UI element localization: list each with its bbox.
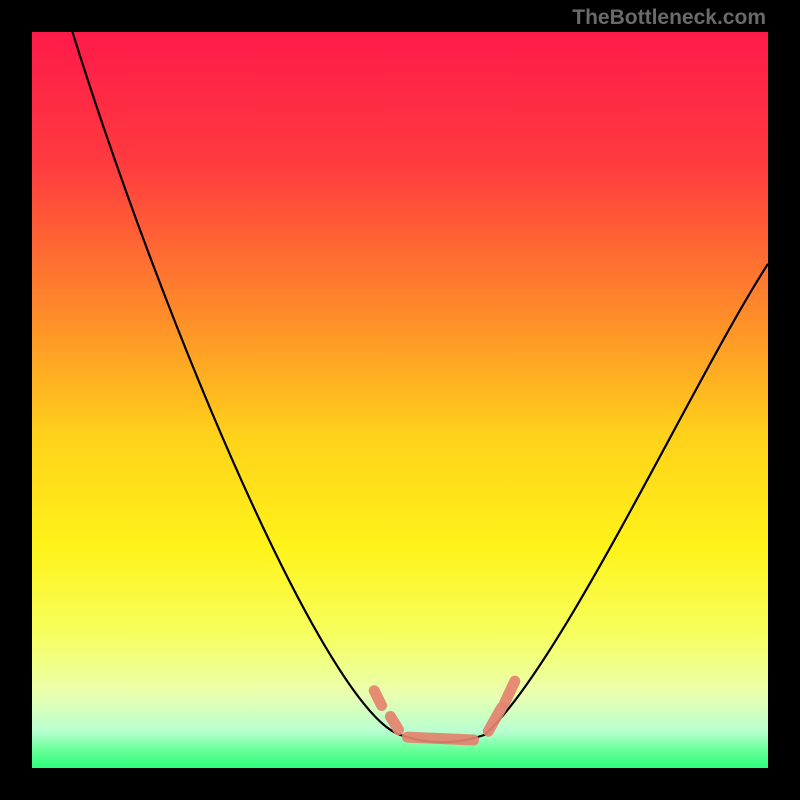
chart-outer-frame: TheBottleneck.com — [0, 0, 800, 800]
bottleneck-curve — [32, 32, 768, 768]
watermark-text: TheBottleneck.com — [572, 6, 766, 30]
plot-area — [32, 32, 768, 768]
